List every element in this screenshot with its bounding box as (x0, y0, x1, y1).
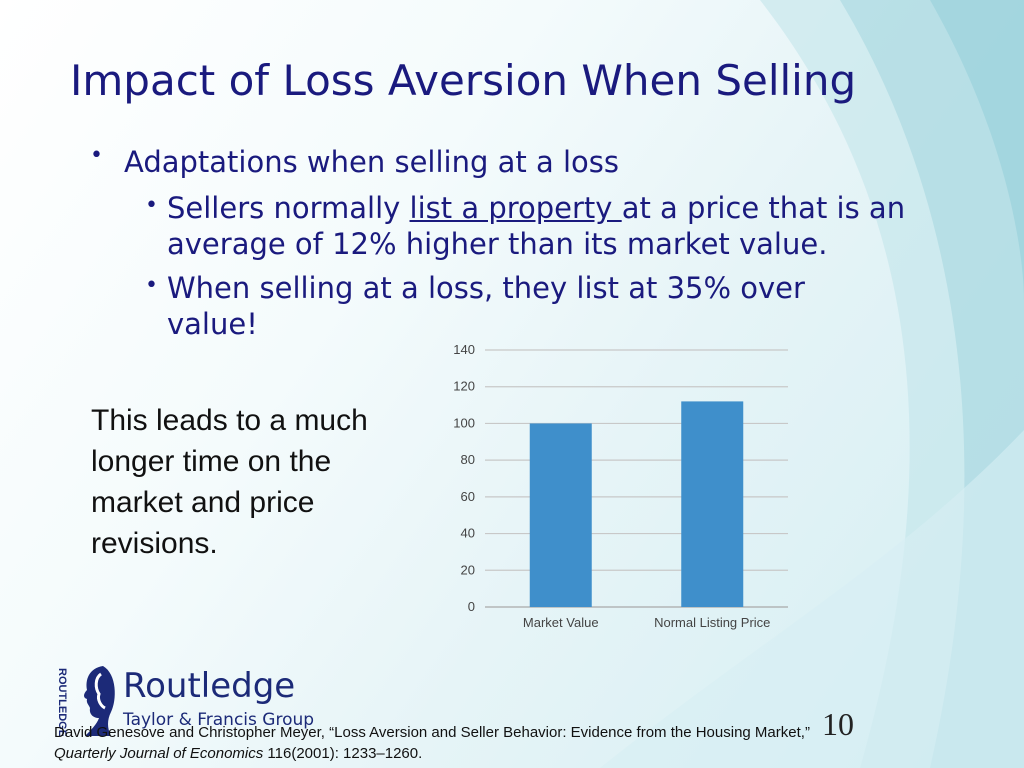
y-tick-label: 140 (453, 342, 475, 357)
citation-authors: David Genesove and Christopher Meyer, “L… (54, 724, 810, 741)
sub-bullet-text-pre: Sellers normally (167, 191, 410, 225)
sub-bullet-text: When selling at a loss, they list at 35%… (167, 271, 805, 341)
bullet-dot-icon: • (90, 143, 103, 168)
logo-subtitle: Taylor & Francis Group (123, 710, 315, 730)
chart-y-ticks: 0 20 40 60 80 100 120 140 (453, 342, 475, 614)
side-text: This leads to a much longer time on the … (91, 404, 368, 560)
sub-bullet-text: Sellers normally list a property at a pr… (167, 190, 937, 262)
bar-chart: 0 20 40 60 80 100 120 140 Market Value Normal Li… (453, 342, 788, 630)
y-tick-label: 40 (461, 526, 475, 541)
x-category-label: Normal Listing Price (654, 615, 770, 630)
bullet-dot-icon: • (145, 273, 158, 298)
y-tick-label: 120 (453, 379, 475, 394)
y-tick-label: 80 (461, 452, 475, 467)
chart-x-labels: Market Value Normal Listing Price (523, 615, 770, 630)
y-tick-label: 20 (461, 562, 475, 577)
logo-vertical-text: ROUTLEDGE (56, 668, 68, 736)
slide-number: 10 (822, 706, 854, 742)
sub-bullet-text-post: at a price that is an average of 12% hig… (167, 191, 906, 261)
y-tick-label: 60 (461, 489, 475, 504)
citation-journal: Quarterly Journal of Economics (54, 745, 264, 762)
bar-normal-listing-price (681, 401, 744, 607)
bullet-text: Adaptations when selling at a loss (124, 145, 619, 179)
citation: David Genesove and Christopher Meyer, “L… (54, 722, 954, 764)
x-category-label: Market Value (523, 615, 599, 630)
y-tick-label: 100 (453, 415, 475, 430)
bar-market-value (529, 423, 592, 607)
logo-name: Routledge (123, 666, 296, 706)
slide-title: Impact of Loss Aversion When Selling (70, 56, 857, 105)
logo-vertical-wordmark: ROUTLEDGE (56, 668, 68, 736)
citation-details: 116(2001): 1233–1260. (263, 745, 423, 762)
list-property-link[interactable]: list a property (409, 191, 622, 225)
head-profile-icon (84, 666, 115, 736)
routledge-logo: ROUTLEDGE Routledge Taylor & Francis Gro… (55, 662, 345, 740)
chart-bars (529, 401, 744, 607)
y-tick-label: 0 (468, 599, 475, 614)
bullet-dot-icon: • (145, 193, 158, 218)
